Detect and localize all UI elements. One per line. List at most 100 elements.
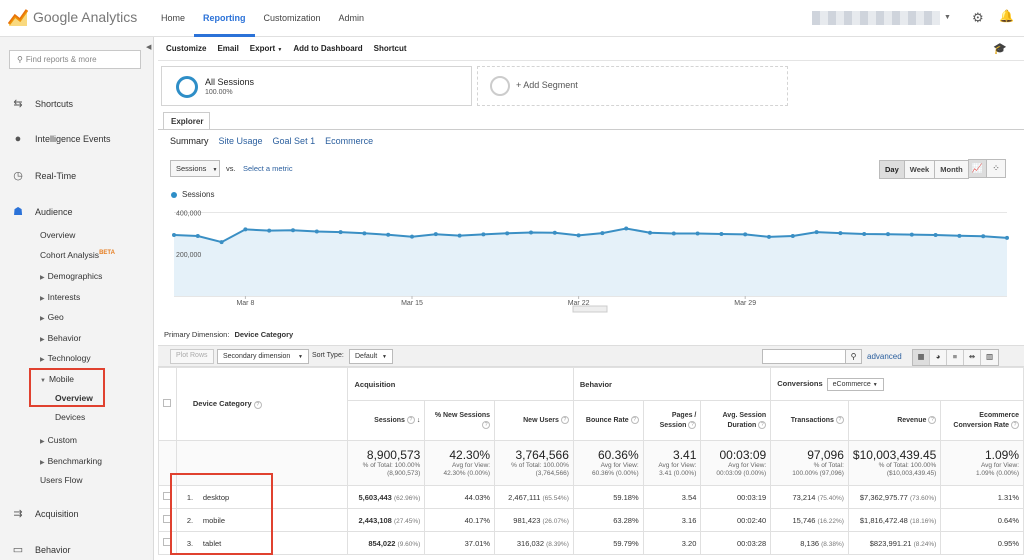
chart-point[interactable]	[410, 234, 414, 239]
chart-point[interactable]	[1005, 235, 1009, 240]
help-icon[interactable]: ?	[253, 400, 262, 409]
day-button[interactable]: Day	[880, 161, 905, 178]
comparison-view-icon[interactable]: ⇹	[964, 350, 981, 365]
subtab-summary[interactable]: Summary	[170, 136, 209, 146]
chart-point[interactable]	[981, 234, 986, 239]
pivot-view-icon[interactable]: ▥	[981, 350, 998, 365]
chart-point[interactable]	[671, 231, 676, 236]
nav-reporting[interactable]: Reporting	[194, 0, 255, 37]
sidebar-sub-technology[interactable]: ▶ Technology	[40, 353, 91, 363]
line-chart-icon[interactable]: 📈	[969, 160, 987, 177]
chart-point[interactable]	[481, 232, 486, 237]
sidebar-sub-interests[interactable]: ▶ Interests	[40, 292, 80, 302]
sidebar-item-realtime[interactable]: ◷ Real-Time	[12, 169, 76, 182]
tab-explorer[interactable]: Explorer	[163, 112, 210, 130]
chart-point[interactable]	[386, 232, 391, 237]
chart-point[interactable]	[743, 232, 748, 237]
add-to-dashboard-button[interactable]: Add to Dashboard	[293, 44, 363, 53]
chart-point[interactable]	[624, 226, 629, 231]
chart-point[interactable]	[576, 233, 581, 238]
sidebar-sub-custom[interactable]: ▶ Custom	[40, 435, 77, 445]
chart-point[interactable]	[552, 230, 557, 235]
sidebar-item-shortcuts[interactable]: ⇆ Shortcuts	[12, 97, 73, 110]
chart-point[interactable]	[695, 231, 700, 236]
nav-admin[interactable]: Admin	[338, 13, 365, 23]
graduation-cap-icon[interactable]: 🎓	[993, 43, 1007, 55]
sidebar-sub-geo[interactable]: ▶ Geo	[40, 312, 64, 322]
sidebar-sub-users-flow[interactable]: Users Flow	[40, 475, 83, 485]
sidebar-item-behavior[interactable]: ▭ Behavior	[12, 543, 71, 556]
search-icon[interactable]: ⚲	[845, 349, 862, 364]
chart-point[interactable]	[648, 230, 652, 235]
help-icon[interactable]: ?	[835, 415, 844, 424]
account-selector[interactable]	[812, 11, 940, 25]
primary-dimension-value[interactable]: Device Category	[234, 330, 294, 339]
sidebar-sub-mobile-overview[interactable]: Overview	[55, 393, 93, 403]
motion-chart-icon[interactable]: ⁘	[987, 160, 1005, 177]
chart-point[interactable]	[219, 240, 224, 245]
header-sessions[interactable]: Sessions ? ↓	[347, 400, 426, 441]
header-revenue[interactable]: Revenue ?	[847, 400, 942, 441]
chart-point[interactable]	[505, 231, 510, 236]
segment-all-sessions[interactable]: All Sessions 100.00%	[161, 66, 472, 106]
table-search-input[interactable]	[762, 349, 846, 364]
row-dimension-link[interactable]: desktop	[202, 492, 230, 502]
chart-point[interactable]	[957, 233, 962, 238]
export-button[interactable]: Export ▼	[250, 44, 283, 53]
chart-point[interactable]	[600, 231, 605, 236]
sidebar-sub-cohort[interactable]: Cohort AnalysisBETA	[40, 250, 115, 260]
row-dimension-link[interactable]: mobile	[202, 515, 225, 525]
month-button[interactable]: Month	[935, 161, 968, 178]
nav-home[interactable]: Home	[161, 13, 186, 23]
email-button[interactable]: Email	[217, 44, 239, 53]
collapse-sidebar-icon[interactable]: ◀	[146, 44, 152, 51]
google-analytics-logo[interactable]: Google Analytics	[8, 7, 137, 27]
select-metric-link[interactable]: Select a metric	[243, 164, 293, 173]
chart-point[interactable]	[790, 234, 795, 239]
help-icon[interactable]: ?	[928, 415, 937, 424]
chart-point[interactable]	[933, 233, 938, 238]
bell-icon[interactable]: 🔔	[999, 9, 1014, 23]
advanced-link[interactable]: advanced	[867, 352, 902, 361]
help-icon[interactable]: ?	[688, 420, 697, 429]
sidebar-sub-behavior[interactable]: ▶ Behavior	[40, 333, 81, 343]
pie-view-icon[interactable]: ◕	[930, 350, 947, 365]
header-avg-duration[interactable]: Avg. Session Duration ?	[700, 400, 772, 441]
chart-point[interactable]	[838, 231, 843, 236]
shortcut-button[interactable]: Shortcut	[373, 44, 407, 53]
chart-point[interactable]	[267, 228, 272, 233]
help-icon[interactable]: ?	[630, 415, 639, 424]
help-icon[interactable]: ?	[758, 420, 767, 429]
gear-icon[interactable]: ⚙	[972, 10, 984, 25]
sidebar-sub-demographics[interactable]: ▶ Demographics	[40, 271, 102, 281]
row-dimension-link[interactable]: tablet	[202, 538, 222, 548]
subtab-goal-set[interactable]: Goal Set 1	[272, 136, 316, 146]
chart-point[interactable]	[433, 232, 438, 237]
nav-customization[interactable]: Customization	[263, 13, 321, 23]
table-view-icon[interactable]: ▦	[913, 350, 930, 365]
help-icon[interactable]: ?	[482, 420, 491, 429]
performance-view-icon[interactable]: ≡	[947, 350, 964, 365]
chart-point[interactable]	[338, 230, 343, 235]
help-icon[interactable]: ?	[1011, 420, 1019, 429]
subtab-ecommerce[interactable]: Ecommerce	[325, 136, 374, 146]
chart-point[interactable]	[862, 231, 867, 236]
chart-point[interactable]	[719, 231, 724, 236]
sidebar-item-audience[interactable]: ☗ Audience	[12, 205, 72, 218]
header-pages-session[interactable]: Pages / Session ?	[642, 400, 702, 441]
find-reports-input[interactable]: ⚲ Find reports & more	[9, 50, 141, 69]
dimension-header[interactable]: Device Category ?	[175, 367, 349, 441]
chart-point[interactable]	[362, 231, 367, 236]
metric-select[interactable]: Sessions ▼	[170, 160, 220, 177]
sort-type-select[interactable]: Default ▼	[349, 349, 393, 364]
sidebar-item-acquisition[interactable]: ⇉ Acquisition	[12, 507, 78, 520]
chart-point[interactable]	[767, 234, 771, 239]
week-button[interactable]: Week	[904, 161, 936, 178]
select-all-checkbox[interactable]	[163, 399, 172, 407]
header-bounce-rate[interactable]: Bounce Rate ?	[572, 400, 644, 441]
chart-point[interactable]	[529, 230, 533, 235]
sidebar-sub-benchmarking[interactable]: ▶ Benchmarking	[40, 456, 102, 466]
secondary-dimension-select[interactable]: Secondary dimension ▼	[217, 349, 309, 364]
header-new-users[interactable]: New Users ?	[494, 400, 574, 441]
chart-point[interactable]	[314, 229, 319, 234]
